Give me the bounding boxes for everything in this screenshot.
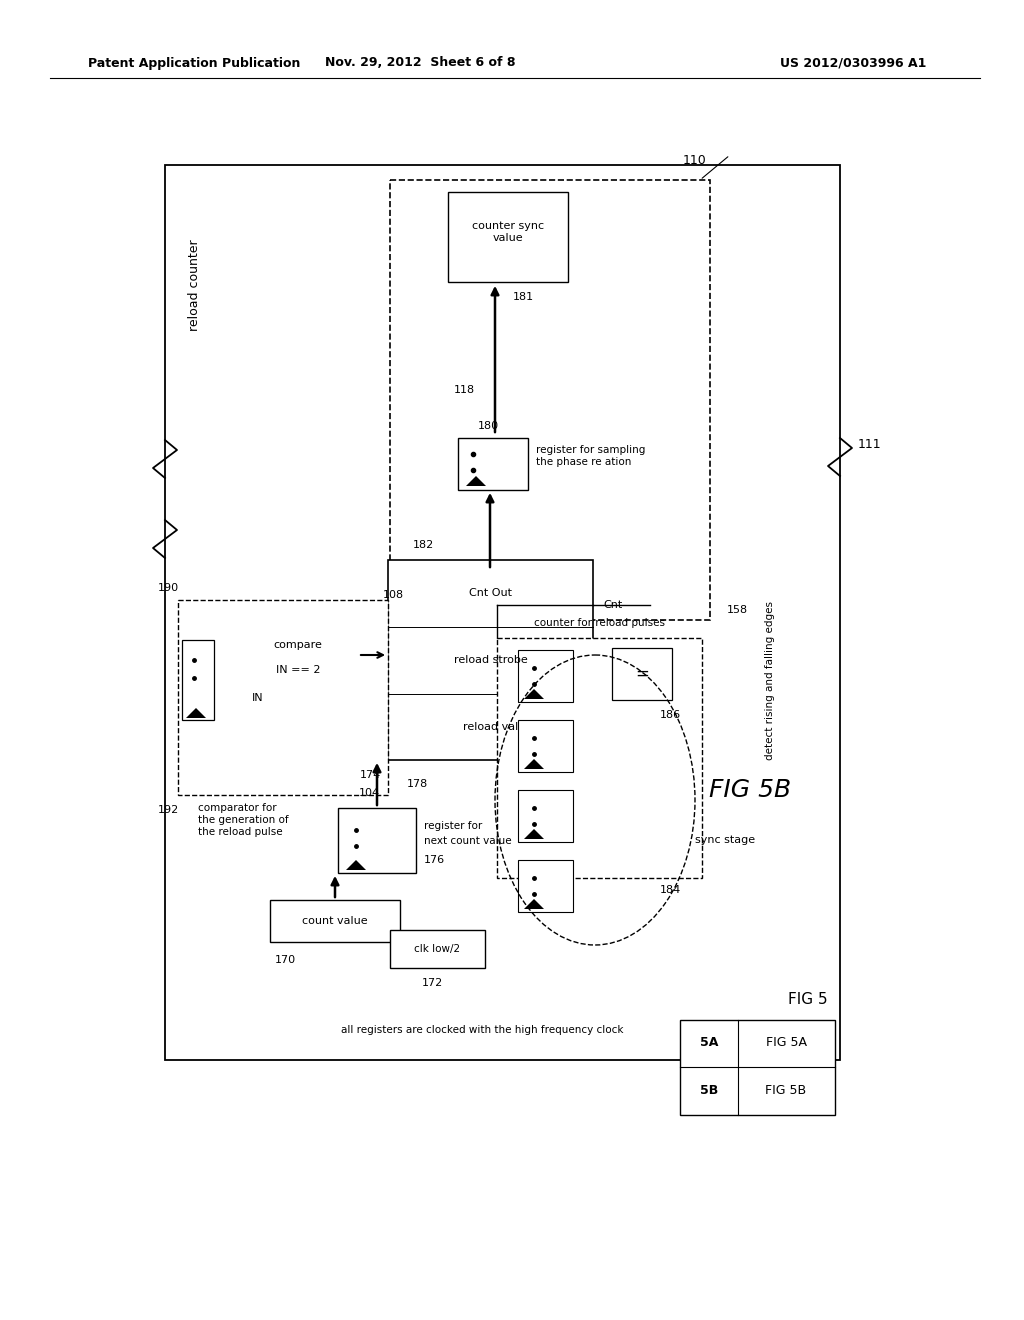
Polygon shape <box>524 759 544 770</box>
Bar <box>338 808 416 873</box>
Text: 176: 176 <box>424 855 445 865</box>
Text: IN: IN <box>252 693 264 704</box>
Text: reload val: reload val <box>463 722 518 733</box>
Text: FIG 5B: FIG 5B <box>709 777 792 803</box>
Text: compare: compare <box>273 640 323 649</box>
Text: 181: 181 <box>512 292 534 302</box>
Text: 186: 186 <box>660 710 681 719</box>
Text: all registers are clocked with the high frequency clock: all registers are clocked with the high … <box>341 1026 624 1035</box>
Bar <box>518 789 573 842</box>
Polygon shape <box>524 689 544 700</box>
Text: sync stage: sync stage <box>695 836 755 845</box>
Bar <box>178 601 388 795</box>
Text: register for: register for <box>424 821 482 832</box>
Text: 158: 158 <box>726 605 748 615</box>
Text: counter sync
value: counter sync value <box>472 222 544 243</box>
Text: FIG 5A: FIG 5A <box>766 1036 807 1049</box>
Text: clk low/2: clk low/2 <box>415 944 461 954</box>
Bar <box>388 560 593 760</box>
Bar <box>680 1020 835 1115</box>
Text: 110: 110 <box>683 153 707 166</box>
Text: 182: 182 <box>413 540 433 550</box>
Polygon shape <box>524 899 544 909</box>
Text: 104: 104 <box>358 788 380 799</box>
Text: 111: 111 <box>858 438 882 451</box>
Text: 5B: 5B <box>699 1085 718 1097</box>
Text: detect rising and falling edges: detect rising and falling edges <box>765 601 775 759</box>
Text: next count value: next count value <box>424 836 512 846</box>
Polygon shape <box>466 477 486 486</box>
Bar <box>449 191 568 282</box>
Polygon shape <box>524 829 544 840</box>
Polygon shape <box>186 708 206 718</box>
Bar <box>165 165 840 1060</box>
Text: 172: 172 <box>422 978 443 987</box>
Text: IN == 2: IN == 2 <box>275 665 321 675</box>
Text: 192: 192 <box>158 805 179 814</box>
Bar <box>270 900 400 942</box>
Bar <box>182 640 214 719</box>
Bar <box>238 615 358 710</box>
Text: register for sampling
the phase re ation: register for sampling the phase re ation <box>536 445 645 467</box>
Text: Nov. 29, 2012  Sheet 6 of 8: Nov. 29, 2012 Sheet 6 of 8 <box>325 57 515 70</box>
Text: reload counter: reload counter <box>188 239 202 331</box>
Text: 170: 170 <box>275 954 296 965</box>
Polygon shape <box>346 861 366 870</box>
Text: 118: 118 <box>454 385 475 395</box>
Text: 108: 108 <box>382 590 403 601</box>
Text: comparator for
the generation of
the reload pulse: comparator for the generation of the rel… <box>198 804 289 837</box>
Bar <box>390 180 710 620</box>
Bar <box>518 719 573 772</box>
Bar <box>518 861 573 912</box>
Text: =: = <box>635 665 649 682</box>
Bar <box>390 931 485 968</box>
Text: reload strobe: reload strobe <box>454 655 527 665</box>
Text: FIG 5B: FIG 5B <box>765 1085 807 1097</box>
Text: Cnt Out: Cnt Out <box>469 587 512 598</box>
Text: counter for reload pulses: counter for reload pulses <box>534 618 665 628</box>
Bar <box>458 438 528 490</box>
Text: FIG 5: FIG 5 <box>787 993 827 1007</box>
Text: 184: 184 <box>660 884 681 895</box>
Text: 190: 190 <box>158 583 179 593</box>
Bar <box>497 638 702 878</box>
Text: Cnt: Cnt <box>603 601 623 610</box>
Text: count value: count value <box>302 916 368 927</box>
Bar <box>612 648 672 700</box>
Text: 5A: 5A <box>699 1036 718 1049</box>
Text: Patent Application Publication: Patent Application Publication <box>88 57 300 70</box>
Text: 180: 180 <box>477 421 499 432</box>
Text: 178: 178 <box>407 779 428 789</box>
Bar <box>518 649 573 702</box>
Text: 174: 174 <box>359 770 381 780</box>
Text: US 2012/0303996 A1: US 2012/0303996 A1 <box>780 57 927 70</box>
